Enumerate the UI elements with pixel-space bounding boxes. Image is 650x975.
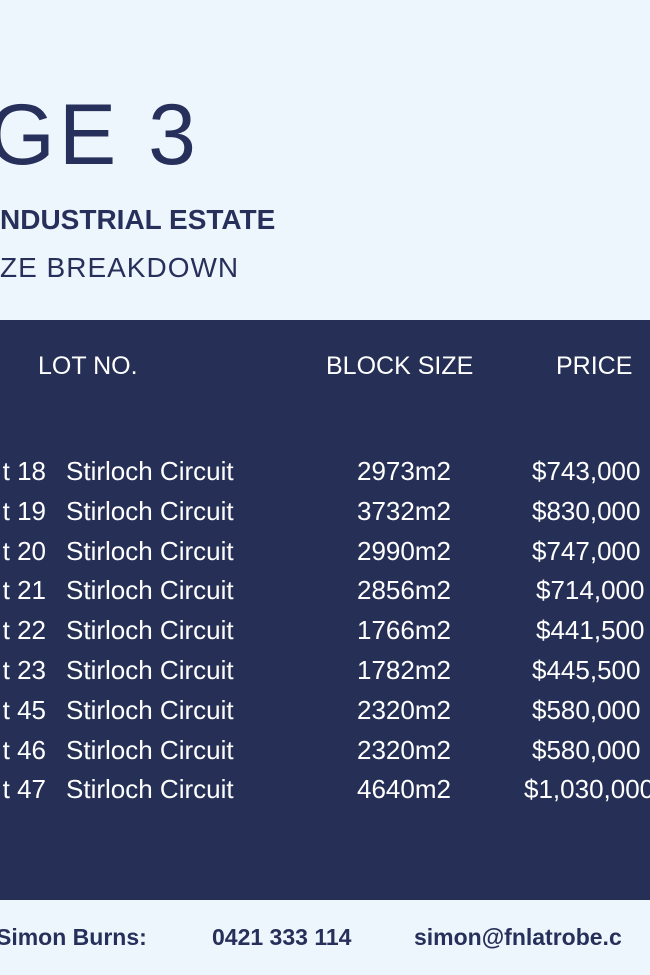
lot-number: t 18 (2, 456, 46, 486)
lot-number: t 22 (2, 615, 46, 646)
block-size: 2990m2 (357, 535, 451, 566)
street: Stirloch Circuit (66, 655, 234, 685)
price: $580,000 (532, 694, 641, 725)
block-size: 4640m2 (357, 774, 451, 805)
street: Stirloch Circuit (66, 774, 234, 805)
block-size: 3732m2 (357, 495, 451, 526)
street: Stirloch Circuit (66, 615, 234, 646)
price: $747,000 (532, 535, 641, 566)
caption: ZE BREAKDOWN (0, 252, 240, 283)
column-header: PRICE (556, 352, 633, 380)
street: Stirloch Circuit (66, 734, 234, 765)
street: Stirloch Circuit (66, 575, 234, 606)
street: Stirloch Circuit (66, 535, 234, 566)
lot-number: t 46 (2, 734, 46, 765)
table-panel (0, 320, 650, 900)
email[interactable]: simon@fnlatrobe.c (414, 924, 622, 950)
lot-number: t 20 (2, 535, 46, 566)
street: Stirloch Circuit (66, 456, 234, 486)
price: $830,000 (532, 495, 641, 526)
price: $441,500 (536, 615, 645, 646)
price: $1,030,000 (524, 774, 650, 805)
subtitle: NDUSTRIAL ESTATE (0, 204, 276, 235)
lot-number: t 47 (2, 774, 46, 805)
price: $580,000 (532, 734, 641, 765)
column-header: LOT NO. (38, 352, 138, 380)
title: GE 3 (0, 87, 200, 183)
block-size: 1766m2 (357, 615, 451, 646)
block-size: 1782m2 (357, 655, 451, 685)
block-size: 2856m2 (357, 575, 451, 606)
block-size: 2320m2 (357, 734, 451, 765)
lot-number: t 23 (2, 655, 46, 685)
contact-name: Simon Burns: (0, 924, 147, 950)
price: $743,000 (532, 456, 641, 486)
phone[interactable]: 0421 333 114 (212, 924, 352, 950)
lot-number: t 45 (2, 694, 46, 725)
street: Stirloch Circuit (66, 495, 234, 526)
lot-number: t 19 (2, 495, 46, 526)
price: $445,500 (532, 655, 641, 685)
block-size: 2973m2 (357, 456, 451, 486)
lot-number: t 21 (2, 575, 46, 606)
block-size: 2320m2 (357, 694, 451, 725)
price: $714,000 (536, 575, 645, 606)
column-header: BLOCK SIZE (326, 352, 474, 380)
street: Stirloch Circuit (66, 694, 234, 725)
